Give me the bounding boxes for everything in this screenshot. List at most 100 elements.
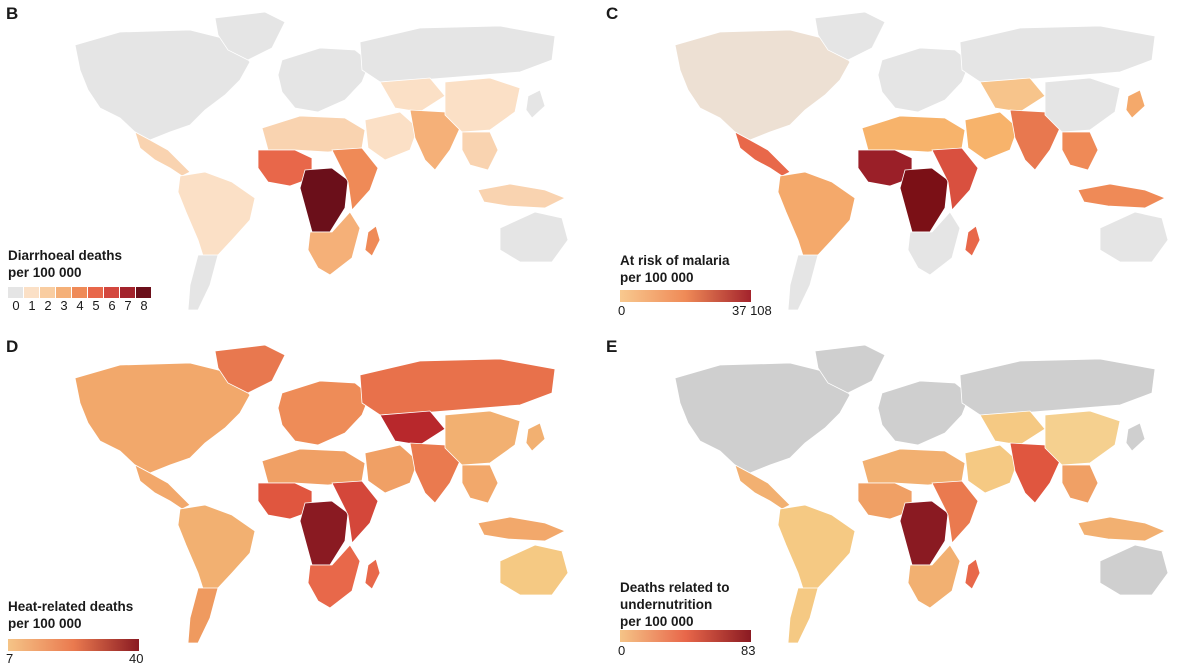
region-japan	[1125, 422, 1146, 452]
region-eafrica	[331, 147, 379, 211]
legend-tick-label: 0	[12, 298, 20, 313]
region-centralasia	[979, 77, 1046, 113]
legend-title-line2: undernutrition	[620, 597, 713, 612]
legend-title: Deaths related to undernutrition per 100…	[620, 579, 730, 630]
region-australia	[499, 544, 569, 596]
legend-title: Heat-related deaths per 100 000	[8, 598, 133, 632]
region-china	[444, 77, 521, 133]
region-australia	[1099, 544, 1169, 596]
region-madagascar	[364, 225, 381, 257]
legend-swatch	[72, 287, 87, 298]
panel-label: B	[6, 4, 19, 23]
legend-tick-label: 7	[124, 298, 132, 313]
legend-title-text: Diarrhoeal deaths	[8, 248, 123, 263]
region-greenland	[814, 344, 886, 394]
panel-label: E	[606, 337, 618, 356]
region-europe	[877, 380, 971, 446]
legend-tick-label: 2	[44, 298, 52, 313]
legend-tick-label: 4	[76, 298, 84, 313]
region-japan	[1125, 89, 1146, 119]
region-safrica	[307, 211, 361, 276]
region-nafrica	[861, 115, 966, 153]
region-russia	[959, 358, 1156, 416]
legend-title: At risk of malaria per 100 000	[620, 252, 730, 286]
region-ca	[134, 464, 191, 510]
legend-unit: per 100 000	[620, 614, 694, 629]
world-map-heat	[74, 344, 569, 644]
legend-swatch	[104, 287, 119, 298]
region-madagascar	[964, 558, 981, 590]
region-centralasia	[379, 410, 446, 446]
region-seasia	[461, 131, 499, 171]
legend-max-label: 37 108	[732, 303, 772, 318]
region-indonesia	[1077, 516, 1166, 542]
legend-gradient-bar	[620, 630, 751, 642]
region-na	[74, 29, 251, 141]
region-indonesia	[1077, 183, 1166, 209]
panel-label: D	[6, 337, 19, 356]
region-nafrica	[861, 448, 966, 486]
region-china	[444, 410, 521, 466]
legend-swatch	[8, 287, 23, 298]
legend-max-label: 40	[129, 651, 144, 666]
region-safrica	[907, 544, 961, 609]
region-sa	[777, 504, 856, 596]
region-greenland	[214, 344, 286, 394]
region-sa-south	[187, 587, 219, 644]
region-sa-south	[187, 254, 219, 311]
legend-min-label: 7	[6, 651, 14, 666]
region-ca	[134, 131, 191, 177]
region-japan	[525, 422, 546, 452]
region-eafrica	[931, 480, 979, 544]
world-map-malaria	[674, 11, 1169, 311]
legend-tick-label: 5	[92, 298, 100, 313]
legend-unit: per 100 000	[8, 616, 82, 631]
legend-unit: per 100 000	[8, 265, 82, 280]
legend-min-label: 0	[618, 303, 626, 318]
region-centralasia	[979, 410, 1046, 446]
region-australia	[499, 211, 569, 263]
region-wafrica	[257, 149, 313, 187]
region-europe	[277, 380, 371, 446]
region-china	[1044, 77, 1121, 133]
region-greenland	[814, 11, 886, 61]
region-sa-south	[787, 254, 819, 311]
legend-title-text: At risk of malaria	[620, 253, 730, 268]
legend-swatch	[88, 287, 103, 298]
legend-title: Diarrhoeal deaths per 100 000	[8, 247, 122, 281]
region-china	[1044, 410, 1121, 466]
region-seasia	[1061, 464, 1099, 504]
legend-swatch	[40, 287, 55, 298]
legend-title-text: Heat-related deaths	[8, 599, 134, 614]
region-wafrica	[257, 482, 313, 520]
region-na	[674, 29, 851, 141]
region-mideast	[364, 111, 419, 161]
region-madagascar	[964, 225, 981, 257]
legend-swatch	[24, 287, 39, 298]
region-centralasia	[379, 77, 446, 113]
region-sa	[777, 171, 856, 263]
region-mideast	[964, 444, 1019, 494]
region-europe	[277, 47, 371, 113]
panel-undernutrition-deaths: E Deaths related to undernutrition per 1…	[600, 333, 1200, 666]
world-map-diarrhoeal	[74, 11, 569, 311]
region-madagascar	[364, 558, 381, 590]
legend-gradient-bar	[8, 639, 139, 651]
legend-tick-label: 8	[140, 298, 148, 313]
region-europe	[877, 47, 971, 113]
legend-tick-label: 6	[108, 298, 116, 313]
region-ca	[734, 131, 791, 177]
region-japan	[525, 89, 546, 119]
region-sa	[177, 504, 256, 596]
legend-tick-label: 3	[60, 298, 68, 313]
legend-unit: per 100 000	[620, 270, 694, 285]
region-sa-south	[787, 587, 819, 644]
region-greenland	[214, 11, 286, 61]
region-nafrica	[261, 448, 366, 486]
panel-label: C	[606, 4, 619, 23]
legend-min-label: 0	[618, 643, 626, 658]
region-wafrica	[857, 149, 913, 187]
region-russia	[359, 25, 556, 83]
